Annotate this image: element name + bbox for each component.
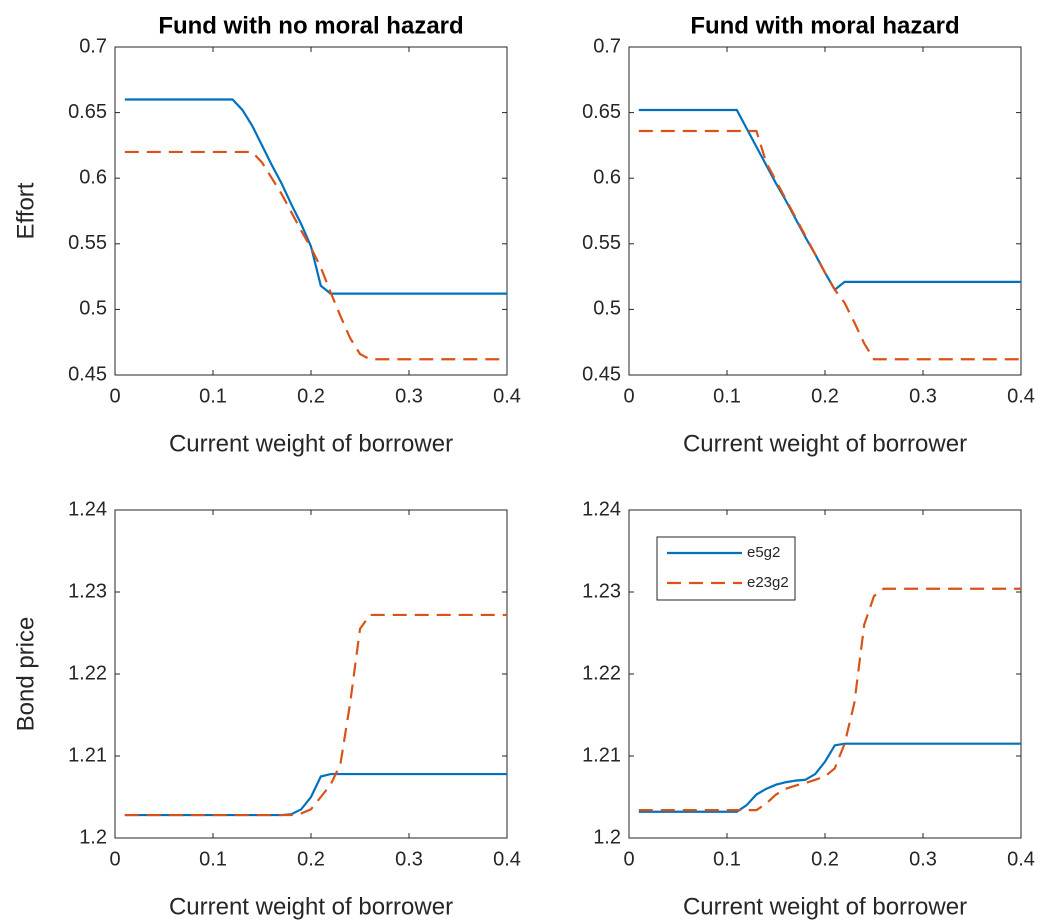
- y-tick-label: 0.5: [593, 298, 621, 320]
- x-axis-label: Current weight of borrower: [169, 430, 453, 457]
- data-line: [124, 150, 507, 361]
- x-tick-label: 0.2: [811, 385, 839, 407]
- x-tick-label: 0.4: [1007, 848, 1035, 870]
- y-tick-label: 0.65: [68, 101, 107, 123]
- y-tick-label: 0.7: [593, 35, 621, 57]
- y-tick-label: 0.5: [79, 298, 107, 320]
- x-tick-label: 0.4: [493, 848, 521, 870]
- y-tick-label: 1.24: [582, 498, 621, 520]
- y-axis-label: Bond price: [12, 617, 39, 732]
- x-tick-label: 0.4: [493, 385, 521, 407]
- y-tick-label: 0.45: [68, 363, 107, 385]
- y-tick-label: 0.65: [582, 101, 621, 123]
- data-line: [124, 98, 507, 295]
- plot-area: [628, 46, 1022, 376]
- plot-area: [114, 46, 508, 376]
- chart-title: Fund with moral hazard: [690, 12, 959, 39]
- x-tick-label: 0.3: [395, 848, 423, 870]
- legend-label: e23g2: [747, 574, 789, 591]
- y-tick-label: 0.6: [79, 166, 107, 188]
- y-tick-label: 1.2: [79, 826, 107, 848]
- y-tick-label: 0.45: [582, 363, 621, 385]
- x-tick-label: 0: [623, 385, 634, 407]
- data-line: [638, 129, 1021, 361]
- y-tick-label: 0.7: [79, 35, 107, 57]
- x-axis-label: Current weight of borrower: [169, 893, 453, 920]
- x-tick-label: 0.1: [199, 848, 227, 870]
- x-tick-label: 0: [109, 385, 120, 407]
- legend-box: [656, 536, 796, 601]
- x-tick-label: 0.4: [1007, 385, 1035, 407]
- y-tick-label: 1.23: [582, 580, 621, 602]
- chart-title: Fund with no moral hazard: [158, 12, 463, 39]
- y-tick-label: 0.55: [582, 232, 621, 254]
- x-axis-label: Current weight of borrower: [683, 893, 967, 920]
- x-tick-label: 0.3: [909, 848, 937, 870]
- x-tick-label: 0: [623, 848, 634, 870]
- plot-area: [114, 509, 508, 839]
- legend-label: e5g2: [747, 544, 780, 561]
- x-tick-label: 0.3: [395, 385, 423, 407]
- y-tick-label: 1.21: [68, 744, 107, 766]
- data-line: [638, 742, 1021, 813]
- y-tick-label: 1.22: [68, 662, 107, 684]
- y-tick-label: 1.23: [68, 580, 107, 602]
- x-tick-label: 0.1: [713, 385, 741, 407]
- x-tick-label: 0: [109, 848, 120, 870]
- x-tick-label: 0.1: [713, 848, 741, 870]
- y-tick-label: 1.21: [582, 744, 621, 766]
- y-tick-label: 1.24: [68, 498, 107, 520]
- y-tick-label: 1.2: [593, 826, 621, 848]
- x-axis-label: Current weight of borrower: [683, 430, 967, 457]
- y-tick-label: 0.6: [593, 166, 621, 188]
- data-line: [638, 587, 1021, 812]
- x-tick-label: 0.2: [297, 385, 325, 407]
- x-tick-label: 0.2: [297, 848, 325, 870]
- y-tick-label: 0.55: [68, 232, 107, 254]
- y-tick-label: 1.22: [582, 662, 621, 684]
- x-tick-label: 0.2: [811, 848, 839, 870]
- data-line: [124, 613, 507, 817]
- y-axis-label: Effort: [12, 182, 39, 239]
- x-tick-label: 0.3: [909, 385, 937, 407]
- x-tick-label: 0.1: [199, 385, 227, 407]
